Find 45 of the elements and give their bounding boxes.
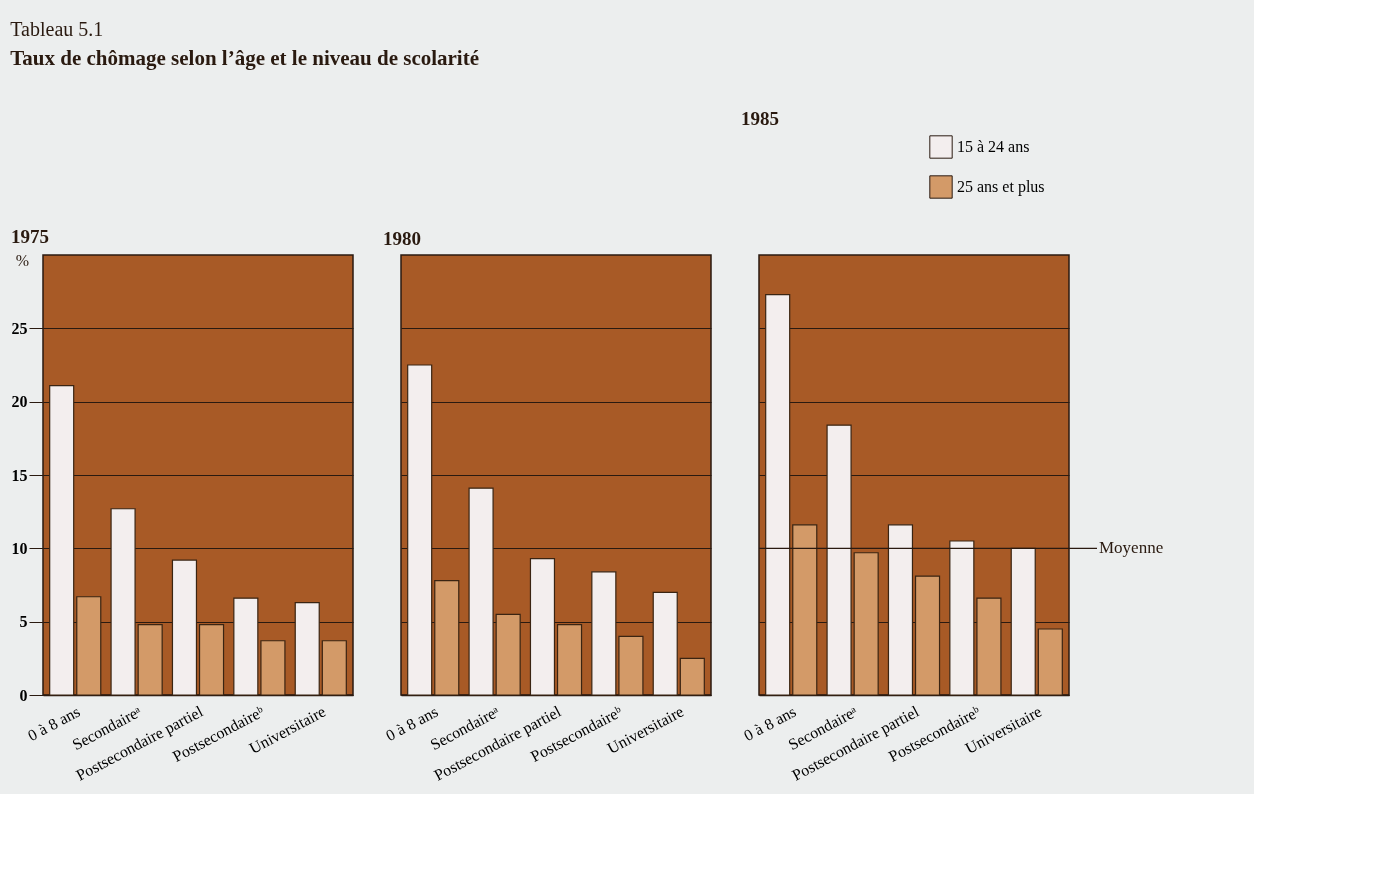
- bar: [949, 540, 975, 696]
- text: Tableau 5.1: [10, 18, 104, 41]
- bar: [198, 624, 225, 696]
- bar: [468, 487, 494, 696]
- bar: [976, 597, 1002, 696]
- bar: [591, 571, 617, 696]
- y-tick-label: 10: [11, 539, 28, 557]
- chart-title: 1980: [382, 228, 421, 249]
- y-axis-title: %: [15, 252, 29, 269]
- chart-title: 1985: [740, 108, 779, 129]
- bar: [529, 558, 556, 696]
- bar: [618, 635, 644, 696]
- bar: [914, 575, 941, 696]
- y-tick-label: 0: [19, 686, 28, 704]
- bar: [434, 580, 460, 696]
- legend-label: 25 ans et plus: [957, 178, 1045, 196]
- chart-title: 1975: [11, 226, 49, 247]
- bar: [1037, 628, 1063, 696]
- bar: [321, 640, 347, 696]
- bar: [76, 596, 102, 696]
- bar: [171, 559, 198, 696]
- bar: [765, 294, 791, 696]
- y-tick-label: 15: [11, 466, 28, 484]
- bar: [110, 508, 136, 696]
- bar: [853, 552, 879, 696]
- y-tick-label: 20: [11, 393, 28, 411]
- bar: [826, 424, 852, 696]
- bar: [556, 624, 583, 696]
- bar: [792, 524, 818, 696]
- bar: [294, 602, 320, 696]
- bar: [407, 364, 433, 696]
- bar: [652, 591, 678, 696]
- bar: [137, 624, 163, 696]
- bar: [233, 597, 259, 696]
- legend-label: 15 à 24 ans: [957, 138, 1030, 155]
- text: Taux de chômage selon l’âge et le niveau de scolarité: [10, 46, 480, 71]
- y-tick-label: 25: [11, 319, 28, 337]
- bar: [887, 524, 914, 696]
- ref-line-label: Moyenne: [1099, 538, 1164, 558]
- bar: [49, 384, 75, 696]
- bar: [260, 640, 286, 696]
- bar: [679, 657, 705, 696]
- y-tick-label: 5: [19, 613, 28, 631]
- bar: [1010, 547, 1036, 696]
- bar: [495, 613, 521, 696]
